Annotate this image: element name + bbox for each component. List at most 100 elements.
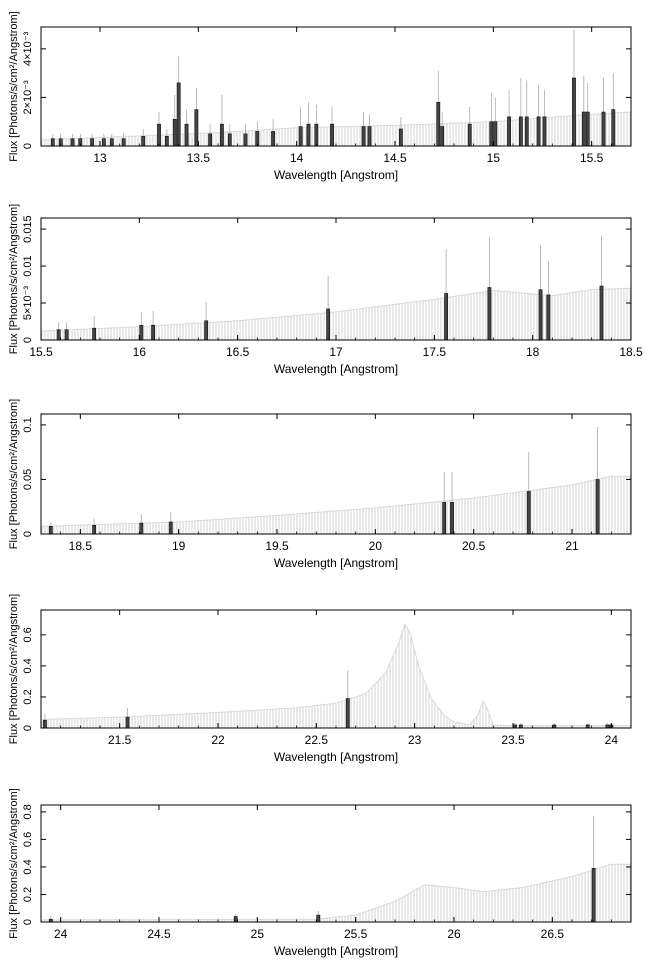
spectral-lines bbox=[50, 29, 616, 147]
line-bar bbox=[220, 123, 224, 147]
y-tick-label: 0.6 bbox=[22, 832, 34, 847]
line-bar bbox=[184, 123, 189, 147]
line-bar bbox=[493, 121, 498, 147]
line-bar bbox=[102, 138, 106, 147]
line-bar bbox=[243, 133, 248, 147]
continuum-bins bbox=[41, 287, 631, 340]
x-tick-label: 16 bbox=[133, 345, 147, 359]
x-axis: 13 13.5 14 14.5 15 15.5 bbox=[40, 27, 632, 165]
continuum-bins bbox=[41, 623, 631, 728]
line-bar bbox=[595, 479, 600, 535]
line-bar bbox=[56, 329, 61, 341]
line-bar bbox=[436, 101, 441, 147]
y-axis: 0 0.05 0.1 bbox=[22, 417, 631, 537]
y-tick-label: 0 bbox=[22, 337, 34, 343]
y-tick-label: 0.6 bbox=[22, 627, 34, 642]
line-bar bbox=[139, 324, 144, 341]
line-bar bbox=[585, 111, 590, 147]
y-tick-label: 0 bbox=[22, 919, 34, 925]
x-tick-label: 25 bbox=[251, 927, 265, 941]
continuum-envelope bbox=[41, 111, 630, 141]
x-tick-label: 20 bbox=[369, 539, 383, 553]
y-tick-label: 0.8 bbox=[22, 804, 34, 819]
x-tick-label: 18.5 bbox=[619, 345, 643, 359]
x-tick-label: 18 bbox=[526, 345, 540, 359]
line-bar bbox=[233, 916, 238, 923]
y-tick-label: 0 bbox=[22, 531, 34, 537]
y-axis-title: Flux [Photons/s/cm²/Angstrom] bbox=[8, 399, 20, 549]
continuum-bins bbox=[41, 863, 631, 922]
y-tick-label: 4×10⁻³ bbox=[22, 31, 34, 66]
line-bar bbox=[271, 131, 275, 147]
line-bar bbox=[70, 138, 75, 147]
x-tick-label: 13.5 bbox=[187, 151, 211, 165]
line-bar bbox=[345, 698, 350, 729]
continuum-envelope bbox=[42, 623, 630, 727]
line-bar bbox=[611, 109, 616, 147]
line-bar bbox=[227, 133, 232, 147]
y-axis: 0 2×10⁻³ 4×10⁻³ bbox=[22, 31, 631, 149]
x-tick-label: 14 bbox=[290, 151, 304, 165]
y-tick-label: 0.4 bbox=[22, 658, 34, 673]
line-bar bbox=[536, 116, 541, 147]
line-bar bbox=[507, 116, 511, 147]
line-bar bbox=[64, 329, 69, 341]
chart-panel-4: 21.5 22 22.5 23 23.5 24 0 0.2 0.4 0.6 Wavelength [… bbox=[8, 594, 632, 764]
spectral-lines bbox=[43, 670, 614, 729]
y-tick-label: 0.1 bbox=[22, 417, 34, 432]
continuum-bins bbox=[41, 111, 631, 146]
line-bar bbox=[168, 521, 173, 535]
y-tick-label: 0.015 bbox=[22, 215, 34, 243]
x-tick-label: 19 bbox=[172, 539, 186, 553]
line-bar bbox=[467, 123, 472, 147]
y-tick-label: 2×10⁻³ bbox=[22, 80, 34, 115]
x-tick-label: 24.5 bbox=[147, 927, 171, 941]
line-bar bbox=[330, 123, 334, 147]
x-axis-title: Wavelength [Angstrom] bbox=[274, 168, 398, 182]
line-bar bbox=[48, 526, 53, 535]
x-tick-label: 14.5 bbox=[383, 151, 407, 165]
x-tick-label: 16.5 bbox=[226, 345, 250, 359]
x-tick-label: 17.5 bbox=[423, 345, 447, 359]
x-tick-label: 22.5 bbox=[305, 733, 329, 747]
x-tick-label: 15 bbox=[487, 151, 501, 165]
x-tick-label: 19.5 bbox=[265, 539, 289, 553]
x-tick-label: 15.5 bbox=[580, 151, 604, 165]
line-bar bbox=[204, 320, 209, 341]
line-bar bbox=[601, 111, 606, 147]
line-bar bbox=[141, 135, 146, 147]
line-bar bbox=[121, 138, 126, 147]
y-tick-label: 0.2 bbox=[22, 689, 34, 704]
x-tick-label: 26.5 bbox=[541, 927, 565, 941]
x-axis-title: Wavelength [Angstrom] bbox=[274, 362, 398, 376]
y-axis-title: Flux [Photons/s/cm²/Angstrom] bbox=[8, 11, 20, 161]
line-bar bbox=[92, 327, 97, 341]
line-bar bbox=[518, 116, 523, 147]
x-tick-label: 24 bbox=[54, 927, 68, 941]
x-axis-title: Wavelength [Angstrom] bbox=[274, 556, 398, 570]
plot-frame bbox=[40, 804, 632, 923]
y-tick-label: 0 bbox=[22, 725, 34, 731]
line-bar bbox=[450, 502, 454, 535]
continuum-envelope bbox=[42, 863, 630, 921]
line-bar bbox=[599, 285, 604, 341]
line-bar bbox=[444, 293, 449, 341]
line-bar bbox=[208, 133, 213, 147]
y-tick-label: 0.2 bbox=[22, 887, 34, 902]
line-bar bbox=[526, 491, 531, 535]
line-bar bbox=[538, 289, 543, 341]
line-bar bbox=[176, 82, 181, 147]
line-bar bbox=[164, 135, 169, 147]
x-tick-label: 17 bbox=[329, 345, 343, 359]
line-bar bbox=[314, 123, 319, 147]
x-tick-label: 21 bbox=[565, 539, 579, 553]
y-axis: 0 0.2 0.4 0.6 0.8 bbox=[22, 804, 631, 925]
y-axis: 0 0.2 0.4 0.6 bbox=[22, 627, 631, 731]
line-bar bbox=[572, 77, 576, 147]
x-axis: 21.5 22 22.5 23 23.5 24 bbox=[40, 610, 632, 747]
line-bar bbox=[139, 522, 144, 535]
line-bar bbox=[542, 116, 547, 147]
chart-panel-1: 13 13.5 14 14.5 15 15.5 0 2×10⁻³ 4×10⁻³ Wavelengt… bbox=[8, 11, 632, 182]
y-tick-label: 0.01 bbox=[22, 255, 34, 276]
